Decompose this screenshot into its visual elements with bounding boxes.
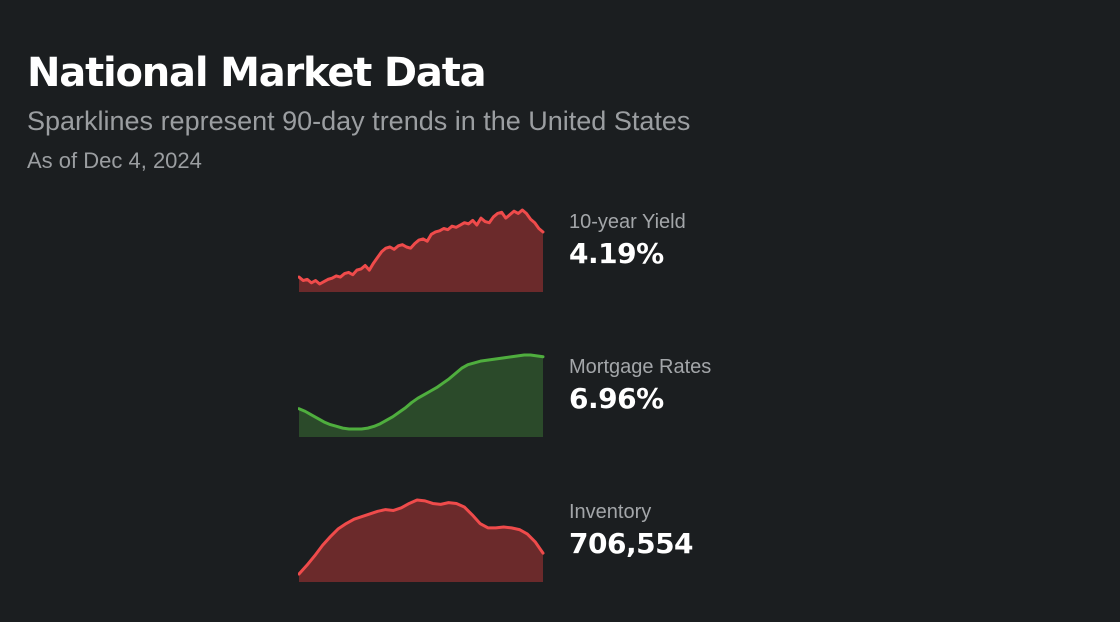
header: National Market Data Sparklines represen… xyxy=(27,46,1087,175)
page-subtitle: Sparklines represent 90-day trends in th… xyxy=(27,106,691,136)
sparkline-line xyxy=(298,208,545,286)
metric-row-yield: 10-year Yield 4.19% xyxy=(298,196,858,296)
metric-value-yield: 4.19% xyxy=(569,237,664,270)
sparkline-line xyxy=(298,498,545,576)
page-title: National Market Data xyxy=(27,50,487,96)
sparkline-mortgage xyxy=(298,353,545,437)
metric-label-yield: 10-year Yield xyxy=(569,211,686,233)
sparkline-inventory xyxy=(298,498,545,582)
sparkline-line xyxy=(298,353,545,431)
metric-yield: 10-year Yield 4.19% xyxy=(569,210,686,272)
metric-mortgage: Mortgage Rates 6.96% xyxy=(569,355,711,417)
sparkline-yield xyxy=(298,208,545,292)
metric-row-inventory: Inventory 706,554 xyxy=(298,486,858,586)
metric-value-inventory: 706,554 xyxy=(569,527,694,560)
sparkline-area xyxy=(299,355,543,437)
metric-value-mortgage: 6.96% xyxy=(569,382,664,415)
metric-label-mortgage: Mortgage Rates xyxy=(569,356,712,378)
sparkline-area xyxy=(299,500,543,582)
metric-label-inventory: Inventory xyxy=(569,501,652,523)
as-of-date: As of Dec 4, 2024 xyxy=(27,148,202,173)
sparkline-area xyxy=(299,210,543,292)
metric-row-mortgage: Mortgage Rates 6.96% xyxy=(298,341,858,441)
metric-inventory: Inventory 706,554 xyxy=(569,500,694,562)
